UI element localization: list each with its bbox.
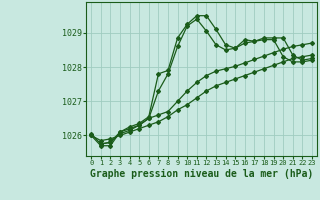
X-axis label: Graphe pression niveau de la mer (hPa): Graphe pression niveau de la mer (hPa) (90, 169, 313, 179)
